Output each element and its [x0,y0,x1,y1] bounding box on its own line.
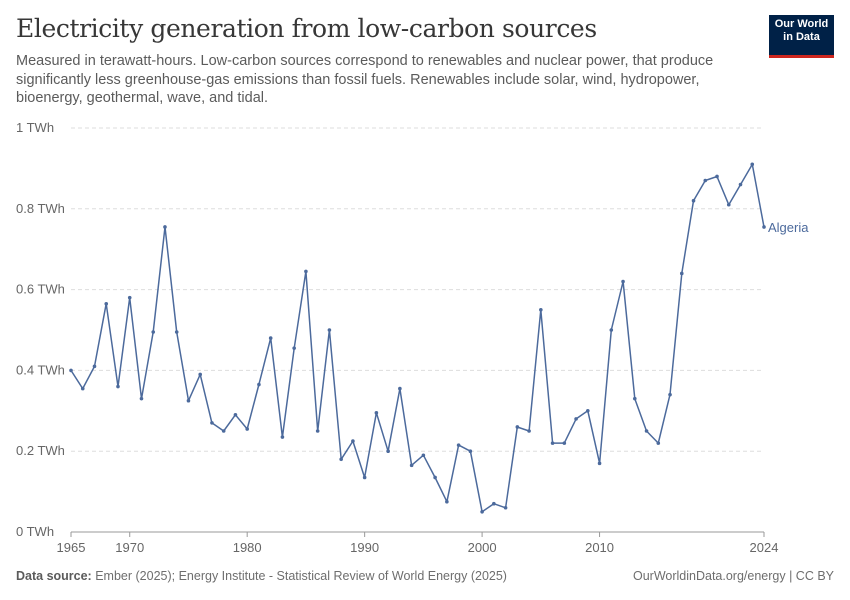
data-point[interactable] [292,346,296,350]
data-point[interactable] [738,182,743,187]
data-point[interactable] [679,271,684,276]
y-tick-label: 0.4 TWh [16,362,65,377]
data-point[interactable] [174,330,179,334]
data-point[interactable] [703,178,708,183]
y-tick-label: 0.2 TWh [16,443,65,458]
data-point[interactable] [92,364,97,369]
chart-subtitle: Measured in terawatt-hours. Low-carbon s… [16,53,714,106]
data-point[interactable] [503,505,508,510]
data-point[interactable] [562,441,567,445]
data-point[interactable] [315,429,320,433]
data-point[interactable] [691,198,696,203]
data-point[interactable] [327,328,332,332]
data-source-text[interactable]: Ember (2025); Energy Institute - Statist… [95,569,507,583]
data-point[interactable] [433,475,437,480]
data-point[interactable] [127,295,132,300]
y-tick-label: 0 TWh [16,524,54,539]
series-line-algeria[interactable] [70,163,765,513]
data-point[interactable] [409,463,414,468]
data-point[interactable] [456,443,461,447]
data-point[interactable] [374,411,379,415]
y-tick-label: 1 TWh [16,120,54,135]
footer-link[interactable]: OurWorldinData.org/energy | CC BY [632,569,834,583]
data-point[interactable] [726,202,731,207]
data-point[interactable] [597,461,602,466]
data-point[interactable] [80,386,85,391]
data-point[interactable] [492,501,496,506]
data-point[interactable] [515,425,520,429]
data-point[interactable] [421,453,426,458]
y-tick-label: 0.8 TWh [16,201,65,216]
data-point[interactable] [668,392,672,397]
y-tick-label: 0.6 TWh [16,282,65,297]
data-point[interactable] [116,384,120,389]
data-point[interactable] [632,396,637,401]
data-point[interactable] [468,449,473,454]
data-point[interactable] [304,269,308,274]
logo-line-1: Our World [774,18,829,30]
data-point[interactable] [198,372,203,377]
data-point[interactable] [257,382,261,387]
data-point[interactable] [762,225,766,229]
data-point[interactable] [445,499,449,504]
data-point[interactable] [644,429,649,433]
data-point[interactable] [339,457,343,462]
data-source: Data source: Ember (2025); Energy Instit… [16,569,507,583]
data-point[interactable] [151,330,156,334]
data-point[interactable] [550,441,555,445]
x-tick-label: 1990 [350,540,379,555]
data-point[interactable] [280,435,285,439]
data-point[interactable] [586,409,590,413]
data-point[interactable] [715,174,719,179]
data-point[interactable] [621,279,625,284]
data-point[interactable] [574,417,578,421]
data-point[interactable] [210,421,214,425]
x-tick-label: 1980 [233,540,262,555]
data-point[interactable] [186,398,191,403]
x-tick-label: 1965 [57,540,86,555]
data-point[interactable] [750,162,755,167]
data-point[interactable] [139,396,144,401]
x-tick-label: 1970 [115,540,144,555]
series-label[interactable]: Algeria [768,220,809,235]
x-tick-label: 2010 [585,540,614,555]
data-point[interactable] [69,368,73,373]
data-point[interactable] [268,336,273,340]
data-point[interactable] [656,441,661,445]
chart-title: Electricity generation from low-carbon s… [16,14,597,43]
data-point[interactable] [362,475,367,480]
x-tick-label: 2024 [750,540,779,555]
data-point[interactable] [245,427,249,431]
data-point[interactable] [398,386,402,391]
data-source-label: Data source: [16,569,92,583]
data-point[interactable] [351,439,355,443]
data-point[interactable] [609,328,614,332]
data-point[interactable] [221,429,226,433]
data-point[interactable] [163,225,167,229]
data-point[interactable] [527,429,531,433]
data-point[interactable] [104,301,109,306]
data-point[interactable] [233,413,238,417]
owid-logo[interactable]: Our World in Data [769,15,834,58]
logo-line-2: in Data [783,31,820,43]
data-point[interactable] [386,449,390,454]
data-point[interactable] [480,510,484,514]
x-tick-label: 2000 [468,540,497,555]
data-point[interactable] [539,308,543,312]
